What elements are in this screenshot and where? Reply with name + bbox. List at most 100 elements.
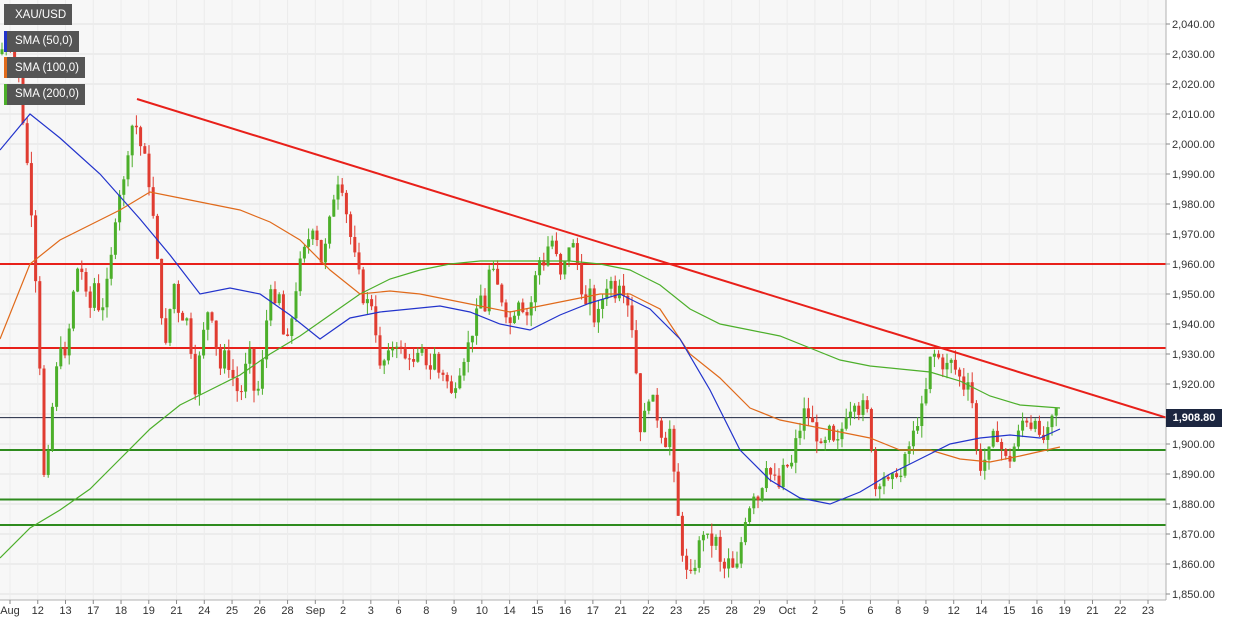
candle-body xyxy=(777,475,781,488)
x-tick-label: 18 xyxy=(115,605,127,617)
legend-item[interactable]: SMA (200,0) xyxy=(4,83,85,105)
x-tick-label: 24 xyxy=(198,605,210,617)
candle-body xyxy=(697,540,701,568)
legend-item[interactable]: SMA (50,0) xyxy=(4,30,79,52)
candle-body xyxy=(966,382,970,390)
candle-body xyxy=(718,536,722,562)
candle-body xyxy=(790,462,794,467)
candle-body xyxy=(433,353,437,370)
candle-body xyxy=(113,222,117,255)
candle-body xyxy=(706,533,710,535)
x-tick-label: 8 xyxy=(423,605,429,617)
candle-body xyxy=(533,275,537,303)
x-tick-label: 3 xyxy=(368,605,374,617)
y-tick-label: 1,930.00 xyxy=(1172,349,1215,361)
candle-body xyxy=(941,357,945,370)
candle-body xyxy=(979,449,983,471)
candle-body xyxy=(109,254,113,279)
candle-body xyxy=(802,408,806,431)
candle-body xyxy=(567,247,571,262)
x-tick-label: 23 xyxy=(670,605,682,617)
x-tick-label: Oct xyxy=(779,605,796,617)
x-tick-label: 19 xyxy=(1059,605,1071,617)
candle-body xyxy=(542,260,546,266)
candle-body xyxy=(1025,420,1029,423)
x-tick-label: 29 xyxy=(753,605,765,617)
candle-body xyxy=(638,373,642,433)
candle-body xyxy=(538,260,542,276)
legend-label: SMA (100,0) xyxy=(15,61,79,74)
candle-body xyxy=(945,362,949,370)
candle-body xyxy=(781,464,785,488)
candle-body xyxy=(160,258,164,319)
candle-body xyxy=(689,569,693,571)
candle-body xyxy=(235,378,239,392)
x-tick-label: 12 xyxy=(948,605,960,617)
candle-body xyxy=(739,542,743,564)
x-tick-label: 22 xyxy=(642,605,654,617)
candle-body xyxy=(470,335,474,343)
candle-body xyxy=(462,361,466,376)
candle-body xyxy=(500,284,504,303)
candle-body xyxy=(294,291,298,319)
candle-body xyxy=(50,406,54,451)
candle-body xyxy=(55,366,59,407)
candle-body xyxy=(559,254,563,275)
candle-body xyxy=(290,318,294,337)
candle-body xyxy=(231,369,235,379)
candle-body xyxy=(248,348,252,364)
candle-body xyxy=(840,428,844,440)
candle-body xyxy=(1000,442,1004,450)
y-tick-label: 1,890.00 xyxy=(1172,469,1215,481)
x-tick-label: 26 xyxy=(254,605,266,617)
candle-body xyxy=(118,194,122,223)
candle-body xyxy=(269,289,273,321)
candle-body xyxy=(311,230,315,240)
candle-body xyxy=(407,358,411,360)
candle-body xyxy=(949,359,953,363)
candle-body xyxy=(143,146,147,154)
legend-item[interactable]: XAU/USD xyxy=(4,4,73,25)
candle-body xyxy=(886,476,890,480)
candle-body xyxy=(315,230,319,240)
candle-body xyxy=(1008,455,1012,462)
candle-body xyxy=(139,127,143,147)
candle-body xyxy=(512,315,516,324)
candle-body xyxy=(823,439,827,443)
y-tick-label: 2,030.00 xyxy=(1172,49,1215,61)
candle-body xyxy=(155,215,159,259)
x-tick-label: 9 xyxy=(451,605,457,617)
candle-body xyxy=(25,123,29,164)
x-tick-label: 21 xyxy=(615,605,627,617)
candle-body xyxy=(424,348,428,366)
candle-body xyxy=(1046,427,1050,440)
candle-body xyxy=(71,291,75,329)
x-tick-label: 28 xyxy=(281,605,293,617)
x-tick-label: 6 xyxy=(867,605,873,617)
legend-item[interactable]: SMA (100,0) xyxy=(4,57,85,78)
candle-body xyxy=(46,450,50,475)
candle-body xyxy=(748,508,752,523)
candle-body xyxy=(693,567,697,571)
candle-body xyxy=(265,320,269,360)
candle-body xyxy=(458,375,462,389)
candle-body xyxy=(298,258,302,292)
candle-body xyxy=(395,346,399,349)
candle-body xyxy=(1033,420,1037,429)
x-tick-label: Sep xyxy=(306,605,326,617)
x-tick-label: 2 xyxy=(812,605,818,617)
candle-body xyxy=(916,426,920,431)
candle-body xyxy=(361,269,365,304)
legend-swatch xyxy=(4,30,7,52)
candle-body xyxy=(651,394,655,402)
candle-body xyxy=(319,239,323,263)
candle-body xyxy=(525,312,529,316)
candle-body xyxy=(932,353,936,357)
y-tick-label: 1,990.00 xyxy=(1172,169,1215,181)
candle-body xyxy=(1004,449,1008,456)
sma-200-line xyxy=(0,260,1061,559)
candle-body xyxy=(676,471,680,516)
candle-body xyxy=(836,439,840,441)
candle-body xyxy=(659,420,663,438)
candle-body xyxy=(882,476,886,487)
